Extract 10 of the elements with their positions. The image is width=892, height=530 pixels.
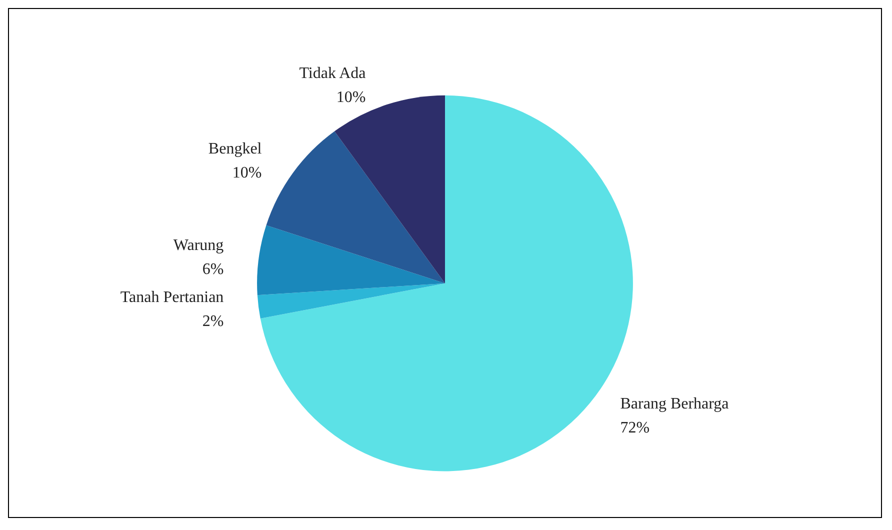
- slice-label: Barang Berharga: [620, 395, 729, 412]
- slice-label: Warung: [173, 236, 224, 254]
- slice-label: Bengkel: [208, 140, 262, 158]
- data-label: 10%: [232, 164, 262, 182]
- data-label: 10%: [336, 89, 366, 106]
- data-label: 6%: [202, 260, 224, 278]
- slice-label: Tidak Ada: [299, 65, 366, 82]
- data-label: 2%: [202, 312, 224, 330]
- slice-label: Tanah Pertanian: [120, 288, 224, 306]
- data-label: 72%: [620, 419, 650, 436]
